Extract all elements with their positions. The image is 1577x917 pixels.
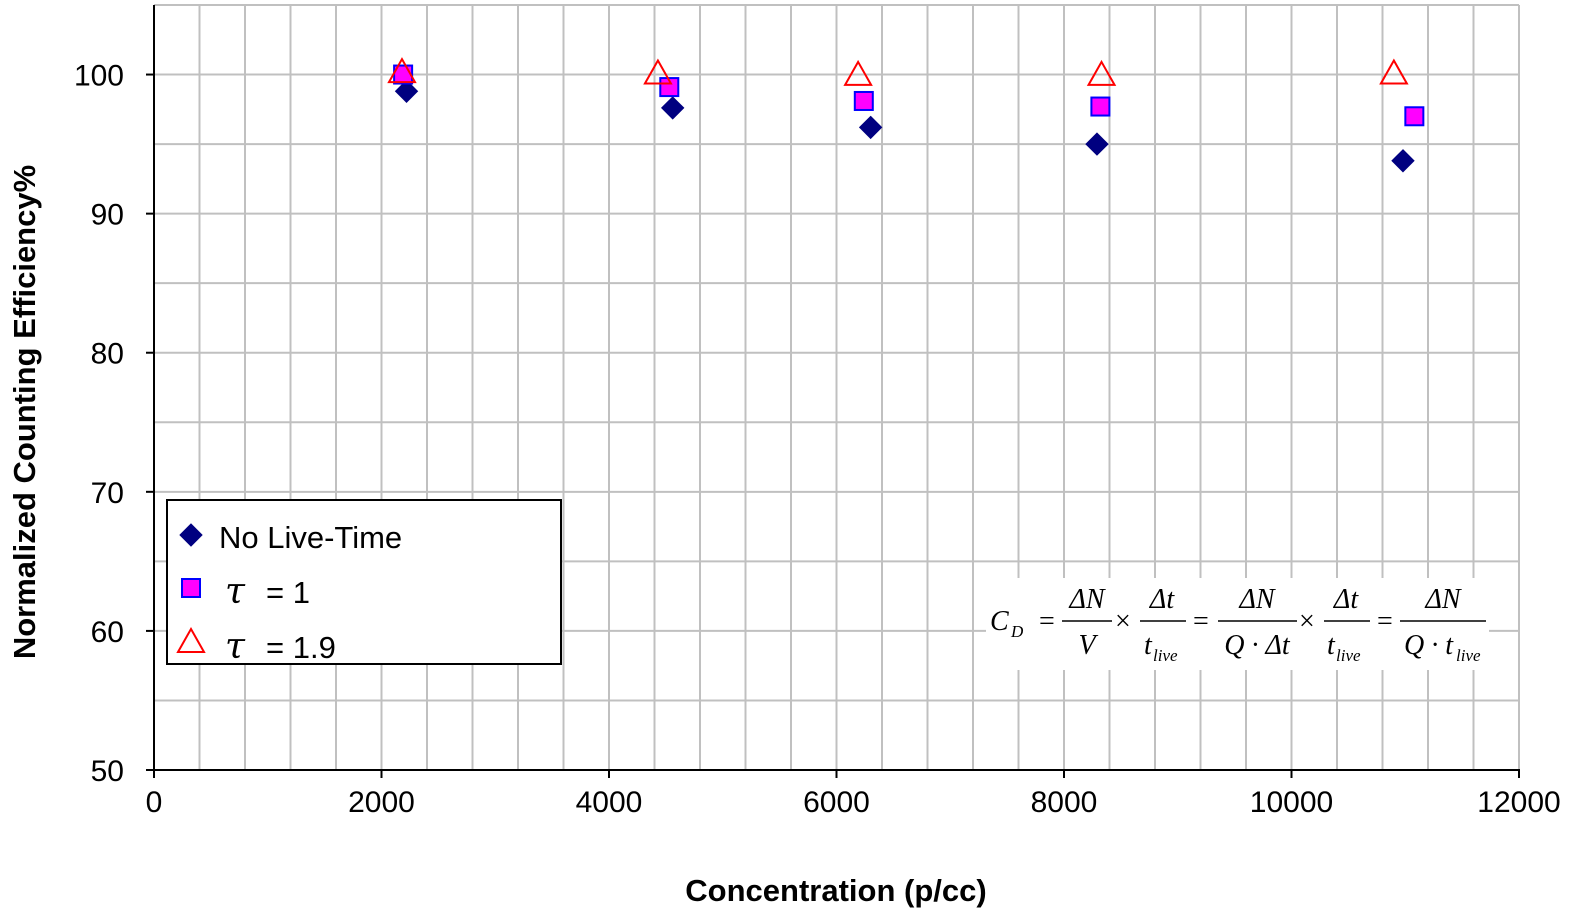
eq-frac4-num: Δt bbox=[1333, 584, 1359, 615]
eq-frac5-den: Q · t bbox=[1404, 630, 1454, 661]
eq-times-1: × bbox=[1115, 606, 1131, 637]
y-axis-title: Normalized Counting Efficiency% bbox=[7, 165, 42, 659]
data-point-series-1 bbox=[660, 96, 685, 120]
equation-annotation: C D = ΔN V × Δt t live = ΔN Q · Δt × Δt … bbox=[986, 578, 1489, 670]
data-point-series-3 bbox=[1379, 58, 1409, 85]
legend-label-tau-2: = 1.9 bbox=[266, 630, 336, 665]
legend-symbol-series-2 bbox=[181, 578, 201, 598]
data-point-series-2 bbox=[853, 90, 874, 111]
y-tick-label: 100 bbox=[74, 60, 124, 93]
data-point-series-2 bbox=[1404, 106, 1425, 127]
eq-frac2-den-sub: live bbox=[1153, 646, 1178, 665]
eq-times-2: × bbox=[1299, 606, 1315, 637]
x-tick-label: 8000 bbox=[1031, 786, 1098, 819]
eq-frac4-den: t bbox=[1327, 630, 1336, 661]
data-point-series-1 bbox=[1085, 132, 1109, 156]
eq-cd-sub: D bbox=[1010, 622, 1024, 641]
eq-frac3-den: Q · Δt bbox=[1224, 630, 1291, 661]
eq-equals-3: = bbox=[1377, 606, 1393, 637]
eq-frac5-num: ΔN bbox=[1424, 584, 1461, 615]
y-tick-label: 70 bbox=[91, 477, 124, 510]
x-tick-label: 10000 bbox=[1250, 786, 1333, 819]
legend-tau-symbol-1: τ bbox=[225, 571, 246, 612]
eq-frac1-den: V bbox=[1078, 630, 1098, 661]
eq-frac4-den-sub: live bbox=[1336, 646, 1361, 665]
equation-background bbox=[986, 578, 1489, 670]
eq-frac2-num: Δt bbox=[1149, 584, 1175, 615]
data-points bbox=[387, 57, 1425, 173]
x-tick-label: 6000 bbox=[803, 786, 870, 819]
eq-equals-1: = bbox=[1039, 606, 1055, 637]
data-point-series-1 bbox=[394, 79, 419, 103]
x-axis-title: Concentration (p/cc) bbox=[685, 873, 986, 908]
legend: No Live-Time τ = 1 τ = 1.9 bbox=[166, 499, 562, 667]
legend-symbol-series-1 bbox=[179, 523, 203, 547]
legend-tau-symbol-2: τ bbox=[225, 626, 246, 667]
data-point-series-3 bbox=[843, 59, 873, 86]
eq-frac1-num: ΔN bbox=[1068, 584, 1105, 615]
x-tick-label: 2000 bbox=[348, 786, 415, 819]
y-tick-label: 60 bbox=[91, 616, 124, 649]
eq-frac5-den-sub: live bbox=[1456, 646, 1481, 665]
y-tick-label: 50 bbox=[91, 755, 124, 788]
y-tick-label: 90 bbox=[91, 199, 124, 232]
data-point-series-2 bbox=[1090, 96, 1111, 117]
legend-box bbox=[166, 499, 562, 665]
eq-frac3-num: ΔN bbox=[1238, 584, 1275, 615]
eq-cd: C bbox=[990, 606, 1009, 637]
y-tick-label: 80 bbox=[91, 338, 124, 371]
legend-symbols bbox=[176, 523, 206, 653]
data-point-series-3 bbox=[643, 58, 673, 85]
x-tick-label: 12000 bbox=[1477, 786, 1560, 819]
tick-labels: 0 2000 4000 6000 8000 10000 12000 50 60 70 80 90 100 bbox=[74, 60, 1561, 819]
data-point-series-3 bbox=[387, 57, 417, 84]
legend-symbol-series-3 bbox=[176, 626, 206, 653]
legend-label-no-live-time: No Live-Time bbox=[219, 520, 402, 555]
legend-label-tau-1: = 1 bbox=[266, 575, 310, 610]
eq-equals-2: = bbox=[1193, 606, 1209, 637]
eq-frac2-den: t bbox=[1144, 630, 1153, 661]
x-tick-label: 4000 bbox=[576, 786, 643, 819]
data-point-series-1 bbox=[858, 115, 883, 140]
data-point-series-1 bbox=[1391, 149, 1415, 173]
x-tick-label: 0 bbox=[146, 786, 163, 819]
data-point-series-3 bbox=[1086, 59, 1117, 86]
